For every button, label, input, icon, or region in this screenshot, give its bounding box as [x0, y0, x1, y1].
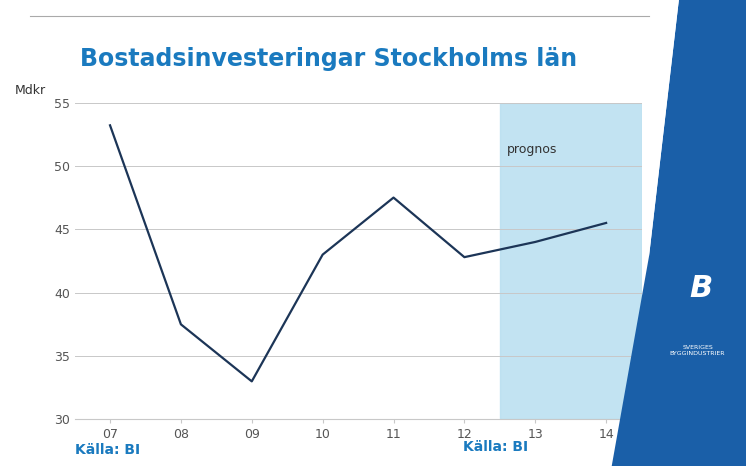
Text: Källa: BI: Källa: BI — [463, 440, 527, 454]
Text: Källa: BI: Källa: BI — [75, 443, 140, 457]
Polygon shape — [612, 0, 746, 466]
Bar — [500, 103, 642, 419]
Polygon shape — [649, 0, 679, 256]
Text: prognos: prognos — [507, 143, 557, 156]
Text: Bostadsinvesteringar Stockholms län: Bostadsinvesteringar Stockholms län — [80, 47, 577, 71]
Text: Mdkr: Mdkr — [15, 84, 46, 97]
Text: SVERIGES
BYGGINDUSTRIER: SVERIGES BYGGINDUSTRIER — [670, 345, 725, 356]
Text: B: B — [689, 274, 713, 303]
